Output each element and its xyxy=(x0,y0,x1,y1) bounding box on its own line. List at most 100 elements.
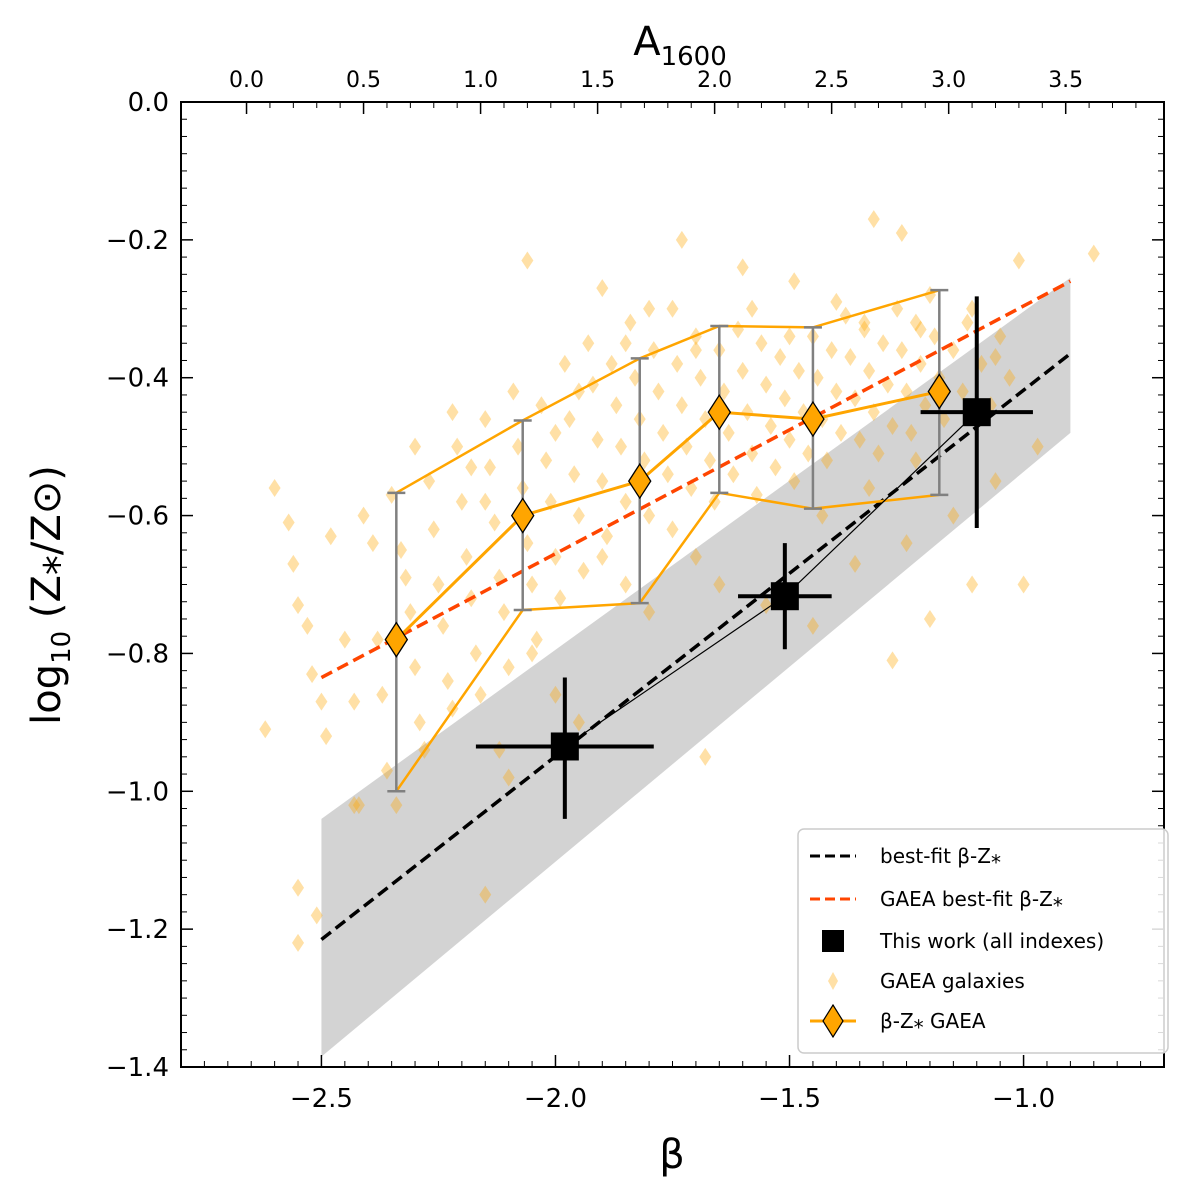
gaea-galaxy-point xyxy=(895,223,908,242)
gaea-galaxy-point xyxy=(783,430,796,449)
y-tick-label: −0.6 xyxy=(106,502,169,532)
gaea-galaxy-point xyxy=(849,554,862,573)
gaea-galaxy-point xyxy=(577,561,590,580)
gaea-galaxy-point xyxy=(413,713,426,732)
gaea-galaxy-point xyxy=(596,472,609,491)
y-axis-title-expr: (Z⁎/Z⊙) xyxy=(24,465,70,631)
gaea-galaxy-point xyxy=(292,878,305,897)
gaea-galaxy-point xyxy=(1017,575,1030,594)
gaea-median-point xyxy=(801,400,825,438)
gaea-galaxy-point xyxy=(928,327,941,346)
gaea-galaxy-point xyxy=(455,492,468,511)
gaea-galaxy-point xyxy=(371,630,384,649)
gaea-galaxy-point xyxy=(558,354,571,373)
gaea-galaxy-point xyxy=(385,485,398,504)
gaea-galaxy-point xyxy=(507,382,520,401)
y-tick-label: −1.0 xyxy=(106,777,169,807)
gaea-galaxy-point xyxy=(315,692,328,711)
x-axis-title: β xyxy=(659,1132,685,1178)
gaea-galaxy-point xyxy=(858,320,871,339)
best-fit-line xyxy=(320,352,1072,941)
gaea-galaxy-point xyxy=(778,389,791,408)
gaea-galaxy-point xyxy=(914,354,927,373)
gaea-galaxy-point xyxy=(638,451,651,470)
gaea-galaxy-point xyxy=(619,334,632,353)
gaea-galaxy-point xyxy=(956,382,969,401)
gaea-galaxy-point xyxy=(966,575,979,594)
gaea-galaxy-point xyxy=(549,547,562,566)
gaea-galaxy-point xyxy=(512,437,525,456)
gaea-galaxy-point xyxy=(643,603,656,622)
gaea-galaxy-point xyxy=(877,334,890,353)
top-tick-label: 0.5 xyxy=(346,68,381,93)
gaea-galaxy-point xyxy=(338,630,351,649)
gaea-galaxy-point xyxy=(268,479,281,497)
gaea-galaxy-point xyxy=(259,720,272,739)
gaea-galaxy-point xyxy=(348,796,361,815)
gaea-median-line xyxy=(395,390,940,641)
gaea-galaxy-point xyxy=(900,534,913,553)
gaea-galaxy-point xyxy=(675,396,688,415)
gaea-galaxy-point xyxy=(465,458,478,477)
gaea-galaxy-point xyxy=(914,320,927,339)
gaea-galaxy-point xyxy=(872,444,885,463)
gaea-median-point xyxy=(510,497,535,534)
gaea-best-fit-line xyxy=(320,279,1072,680)
gaea-galaxy-point xyxy=(432,575,445,594)
gaea-galaxy-point xyxy=(886,651,899,670)
gaea-galaxy-point xyxy=(666,520,679,539)
top-axis-title-sub: 1600 xyxy=(661,42,727,72)
top-tick-label: 1.5 xyxy=(580,68,615,93)
gaea-galaxy-point xyxy=(605,354,618,373)
gaea-galaxy-point xyxy=(835,423,848,442)
gaea-galaxy-point xyxy=(727,465,740,484)
gaea-galaxy-point xyxy=(839,306,852,325)
gaea-galaxy-point xyxy=(502,658,515,677)
gaea-galaxy-point xyxy=(816,506,829,525)
gaea-galaxy-point xyxy=(1003,368,1016,387)
gaea-galaxy-point xyxy=(675,230,688,249)
y-tick-label: −0.4 xyxy=(106,364,169,394)
gaea-galaxy-point xyxy=(526,575,539,594)
gaea-galaxy-point xyxy=(568,465,581,484)
gaea-galaxy-point xyxy=(479,492,492,511)
legend-this-work-swatch xyxy=(822,930,844,952)
gaea-galaxy-point xyxy=(661,465,674,484)
this-work-point xyxy=(550,732,579,761)
legend-gaea-median-label: β-Z⁎ GAEA xyxy=(880,1009,986,1033)
gaea-galaxy-point xyxy=(994,327,1007,346)
gaea-galaxy-point xyxy=(530,630,543,649)
gaea-galaxy-point xyxy=(488,513,501,532)
gaea-galaxy-point xyxy=(380,761,393,780)
gaea-galaxy-point xyxy=(1012,251,1025,270)
gaea-galaxy-point xyxy=(282,513,295,532)
shaded-band-layer xyxy=(321,277,1071,1057)
gaea-galaxy-point xyxy=(643,506,656,525)
y-tick-label: −1.4 xyxy=(106,1053,169,1083)
gaea-galaxy-point xyxy=(1087,244,1100,263)
gaea-galaxy-point xyxy=(292,596,305,615)
gaea-galaxy-point xyxy=(451,437,464,456)
gaea-galaxy-point xyxy=(867,210,880,229)
gaea-galaxy-point xyxy=(764,416,777,435)
fit-lines-layer xyxy=(320,279,1072,941)
gaea-galaxy-point xyxy=(474,685,487,704)
gaea-galaxy-point xyxy=(292,933,305,952)
gaea-galaxy-point xyxy=(554,589,567,608)
gaea-galaxy-point xyxy=(895,341,908,360)
this-work-layer xyxy=(475,296,1033,819)
y-tick-label: −0.8 xyxy=(106,639,169,669)
gaea-galaxy-point xyxy=(989,348,1002,367)
gaea-galaxy-point xyxy=(521,251,534,270)
gaea-galaxy-point xyxy=(320,727,333,746)
gaea-median-point xyxy=(627,462,652,500)
gaea-galaxy-point xyxy=(858,313,871,332)
legend-gaea-best-fit-label: GAEA best-fit β-Z⁎ xyxy=(880,887,1063,911)
gaea-galaxy-point xyxy=(549,685,562,704)
gaea-galaxy-point xyxy=(572,506,585,525)
gaea-galaxy-point xyxy=(774,348,787,367)
gaea-galaxy-point xyxy=(596,279,609,298)
gaea-galaxy-point xyxy=(755,334,768,353)
gaea-galaxy-point xyxy=(905,423,918,442)
gaea-galaxy-point xyxy=(540,451,553,470)
